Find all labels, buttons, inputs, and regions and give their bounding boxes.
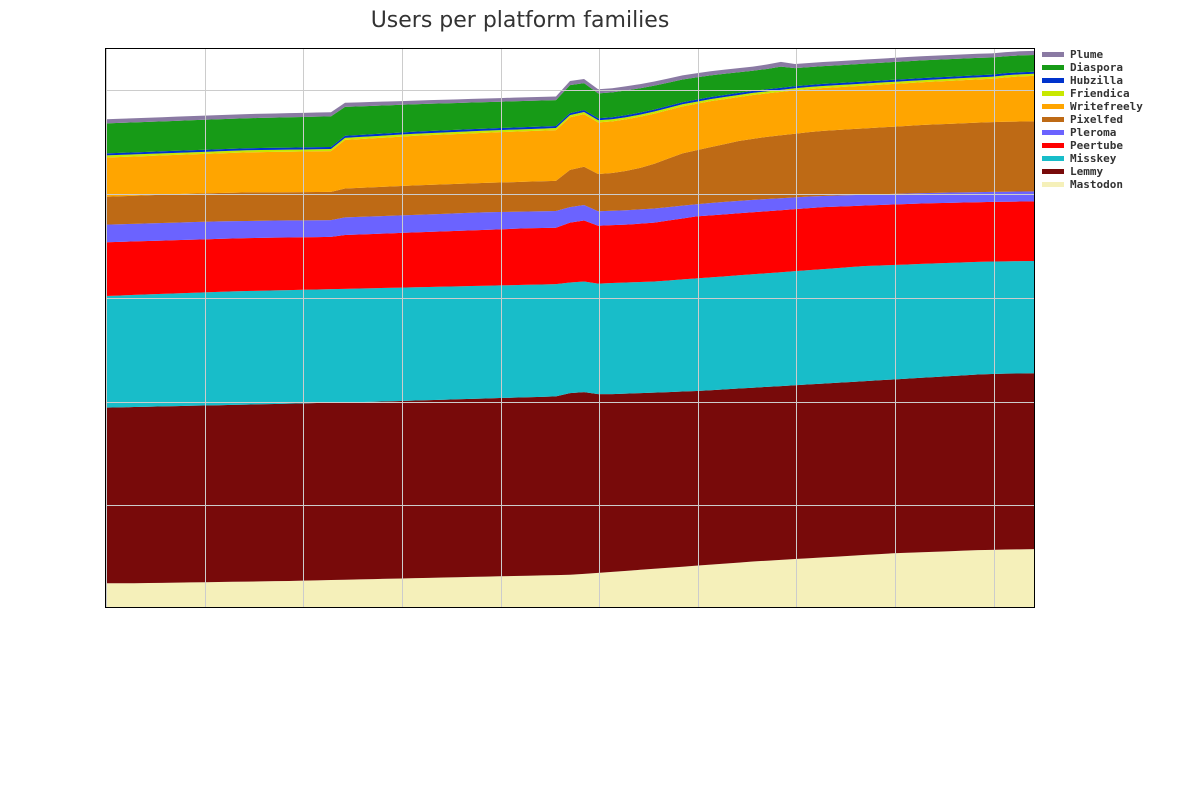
gridline-vertical [205,49,206,607]
legend-swatch [1042,143,1064,148]
x-tick-label: 2024.12.26 [307,607,322,608]
legend-item-diaspora: Diaspora [1042,61,1143,74]
legend-label: Pixelfed [1070,114,1123,125]
legend-item-hubzilla: Hubzilla [1042,74,1143,87]
legend-swatch [1042,130,1064,135]
legend-item-misskey: Misskey [1042,152,1143,165]
legend-label: Peertube [1070,140,1123,151]
legend-label: Plume [1070,49,1103,60]
legend-swatch [1042,65,1064,70]
legend-swatch [1042,104,1064,109]
legend-label: Lemmy [1070,166,1103,177]
plot-area: 9000000100000001100000012000000130000001… [105,48,1035,608]
x-tick-label: 2025.01.09 [505,607,520,608]
gridline-vertical [796,49,797,607]
gridline-vertical [106,49,107,607]
x-tick-label: 2025.01.16 [603,607,618,608]
legend-item-pleroma: Pleroma [1042,126,1143,139]
x-tick-label: 2025.01.02 [406,607,421,608]
gridline-vertical [698,49,699,607]
gridline-vertical [501,49,502,607]
x-tick-label: 2025.02.13 [998,607,1013,608]
gridline-vertical [895,49,896,607]
chart-title: Users per platform families [0,8,1040,33]
legend-swatch [1042,52,1064,57]
legend-item-writefreely: Writefreely [1042,100,1143,113]
gridline-vertical [402,49,403,607]
legend-swatch [1042,91,1064,96]
chart-root: Users per platform families 900000010000… [0,0,1200,800]
legend-swatch [1042,78,1064,83]
legend-swatch [1042,156,1064,161]
x-tick-label: 2025.01.30 [800,607,815,608]
legend-item-peertube: Peertube [1042,139,1143,152]
legend-label: Mastodon [1070,179,1123,190]
x-tick-label: 2024.12.12 [110,607,125,608]
legend-label: Diaspora [1070,62,1123,73]
legend-item-lemmy: Lemmy [1042,165,1143,178]
legend-item-plume: Plume [1042,48,1143,61]
legend-swatch [1042,117,1064,122]
legend: Plume Diaspora Hubzilla Friendica Writefreel… [1042,48,1143,191]
legend-swatch [1042,182,1064,187]
gridline-vertical [303,49,304,607]
legend-item-mastodon: Mastodon [1042,178,1143,191]
legend-item-friendica: Friendica [1042,87,1143,100]
legend-swatch [1042,169,1064,174]
gridline-vertical [599,49,600,607]
x-tick-label: 2025.01.23 [702,607,717,608]
gridline-vertical [994,49,995,607]
legend-label: Pleroma [1070,127,1116,138]
legend-item-pixelfed: Pixelfed [1042,113,1143,126]
legend-label: Friendica [1070,88,1130,99]
x-tick-label: 2025.02.06 [899,607,914,608]
legend-label: Misskey [1070,153,1116,164]
x-tick-label: 2024.12.19 [209,607,224,608]
legend-label: Hubzilla [1070,75,1123,86]
legend-label: Writefreely [1070,101,1143,112]
